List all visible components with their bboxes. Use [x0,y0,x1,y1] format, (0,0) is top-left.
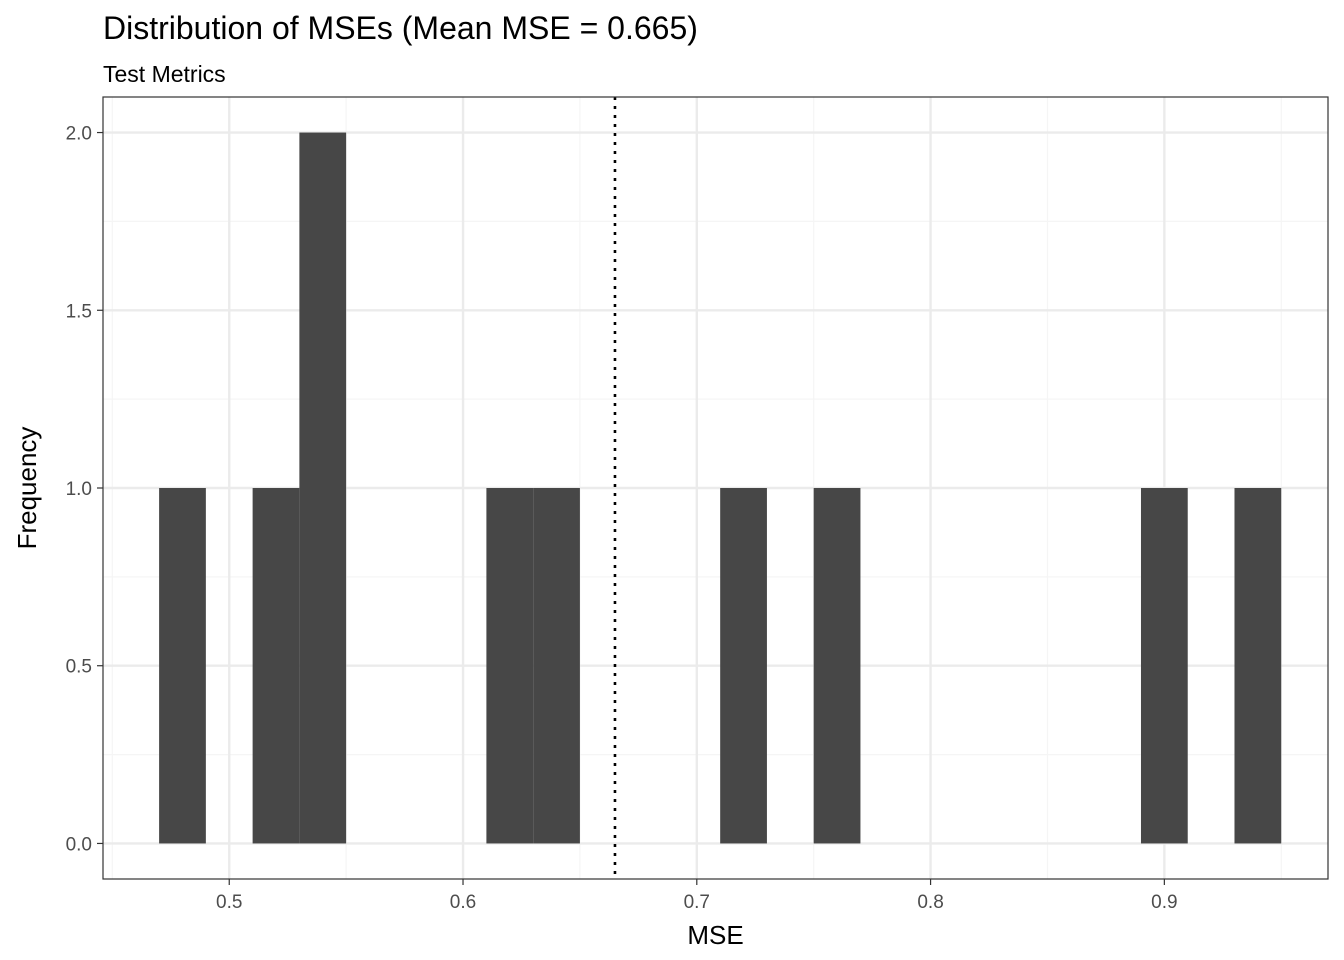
histogram-bar [299,132,347,844]
y-tick-label: 0.0 [66,834,92,855]
histogram-bar [813,488,861,844]
y-tick-label: 2.0 [66,124,92,145]
y-axis-ticks: 0.0 0.5 1.0 1.5 2.0 [66,124,103,855]
histogram-bar [486,488,534,844]
histogram-bar [533,488,580,844]
chart-subtitle: Test Metrics [103,61,226,87]
x-tick-label: 0.7 [684,892,710,913]
bars-layer [159,132,1282,844]
x-tick-label: 0.6 [450,892,476,913]
y-axis-title: Frequency [12,427,42,550]
grid-layer [103,97,1328,879]
histogram-bar [159,488,206,844]
y-tick-label: 0.5 [66,657,92,678]
x-tick-label: 0.9 [1151,892,1177,913]
x-tick-label: 0.8 [917,892,943,913]
x-axis-title: MSE [687,920,743,950]
histogram-bar [720,488,767,844]
y-tick-label: 1.5 [66,301,92,322]
y-tick-label: 1.0 [66,479,92,500]
histogram-bar [252,488,300,844]
histogram-bar [1140,488,1188,844]
x-tick-label: 0.5 [216,892,242,913]
histogram-bar [1234,488,1282,844]
chart-title: Distribution of MSEs (Mean MSE = 0.665) [103,10,698,46]
x-axis-ticks: 0.5 0.6 0.7 0.8 0.9 [216,879,1178,913]
